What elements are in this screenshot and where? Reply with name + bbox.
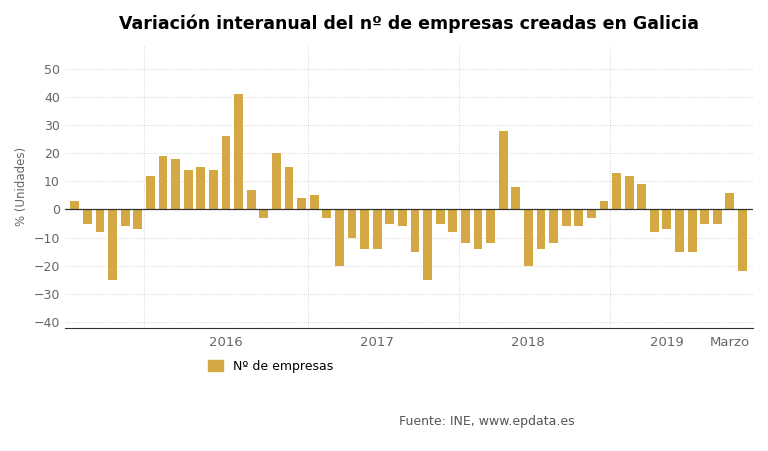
- Bar: [222, 136, 230, 209]
- Bar: [335, 209, 344, 266]
- Bar: [675, 209, 684, 252]
- Bar: [700, 209, 709, 224]
- Bar: [511, 187, 520, 209]
- Bar: [297, 198, 306, 209]
- Legend: Nº de empresas: Nº de empresas: [204, 355, 339, 378]
- Bar: [260, 209, 268, 218]
- Bar: [486, 209, 495, 243]
- Bar: [121, 209, 130, 226]
- Bar: [423, 209, 432, 280]
- Bar: [537, 209, 545, 249]
- Bar: [272, 153, 281, 209]
- Bar: [108, 209, 117, 280]
- Bar: [449, 209, 457, 232]
- Bar: [372, 209, 382, 249]
- Bar: [386, 209, 394, 224]
- Bar: [323, 209, 331, 218]
- Bar: [624, 176, 634, 209]
- Bar: [159, 156, 167, 209]
- Bar: [134, 209, 142, 229]
- Bar: [411, 209, 419, 252]
- Bar: [171, 159, 180, 209]
- Y-axis label: % (Unidades): % (Unidades): [15, 147, 28, 226]
- Bar: [687, 209, 697, 252]
- Bar: [360, 209, 369, 249]
- Bar: [713, 209, 722, 224]
- Bar: [398, 209, 407, 226]
- Bar: [549, 209, 558, 243]
- Bar: [474, 209, 482, 249]
- Bar: [498, 131, 508, 209]
- Bar: [348, 209, 356, 238]
- Bar: [310, 195, 319, 209]
- Bar: [184, 170, 193, 209]
- Bar: [96, 209, 104, 232]
- Bar: [612, 173, 621, 209]
- Text: Fuente: INE, www.epdata.es: Fuente: INE, www.epdata.es: [399, 415, 575, 428]
- Bar: [524, 209, 533, 266]
- Bar: [650, 209, 659, 232]
- Title: Variación interanual del nº de empresas creadas en Galicia: Variación interanual del nº de empresas …: [119, 15, 699, 33]
- Bar: [83, 209, 92, 224]
- Bar: [247, 190, 256, 209]
- Bar: [587, 209, 596, 218]
- Bar: [71, 201, 79, 209]
- Bar: [574, 209, 583, 226]
- Bar: [561, 209, 571, 226]
- Bar: [637, 184, 646, 209]
- Bar: [726, 193, 734, 209]
- Bar: [600, 201, 608, 209]
- Bar: [197, 167, 205, 209]
- Bar: [435, 209, 445, 224]
- Bar: [285, 167, 293, 209]
- Bar: [663, 209, 671, 229]
- Bar: [209, 170, 218, 209]
- Bar: [146, 176, 155, 209]
- Bar: [461, 209, 470, 243]
- Bar: [234, 94, 243, 209]
- Bar: [738, 209, 747, 272]
